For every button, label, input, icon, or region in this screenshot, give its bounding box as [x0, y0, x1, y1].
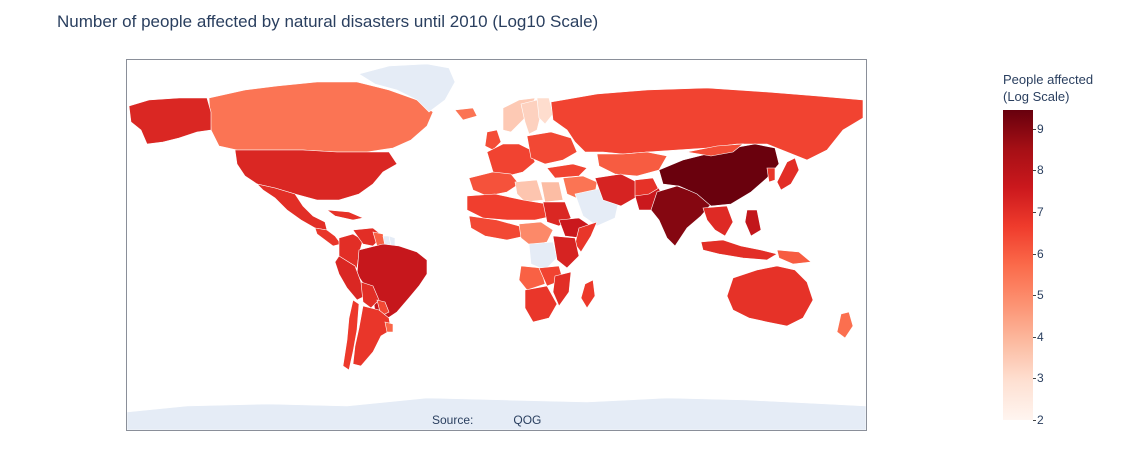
colorbar-tick-mark	[1033, 295, 1036, 297]
choropleth-map[interactable]	[126, 59, 867, 431]
region-eastern-europe[interactable]	[526, 131, 578, 165]
region-chile[interactable]	[342, 299, 360, 371]
region-sahel[interactable]	[466, 193, 554, 221]
region-philippines[interactable]	[744, 209, 762, 237]
region-angola[interactable]	[518, 265, 546, 291]
region-united-kingdom[interactable]	[484, 129, 502, 151]
region-east-africa[interactable]	[552, 235, 580, 269]
colorbar-tick-mark	[1033, 211, 1036, 213]
region-peru[interactable]	[334, 255, 366, 301]
colorbar-tick-label: 3	[1037, 371, 1044, 386]
chart-title: Number of people affected by natural dis…	[57, 12, 599, 31]
colorbar-title-line1: People affected	[1003, 72, 1094, 87]
region-uruguay[interactable]	[384, 321, 394, 333]
colorbar-gradient	[1003, 110, 1033, 420]
region-bolivia[interactable]	[360, 281, 380, 309]
region-indonesia[interactable]	[700, 239, 778, 261]
region-australia[interactable]	[726, 265, 814, 327]
colorbar-tick-label: 2	[1037, 413, 1044, 427]
region-korea[interactable]	[766, 167, 776, 183]
region-russia[interactable]	[550, 87, 864, 161]
world-map-svg[interactable]	[127, 60, 866, 430]
region-iran[interactable]	[594, 173, 638, 207]
source-annotation: Source: QOG	[432, 413, 541, 427]
region-madagascar[interactable]	[580, 279, 596, 309]
region-central-africa[interactable]	[518, 221, 554, 247]
region-west-africa[interactable]	[468, 215, 526, 241]
colorbar-tick-label: 8	[1037, 163, 1044, 178]
colorbar-tick-label: 6	[1037, 246, 1044, 261]
colorbar-tick-label: 9	[1037, 121, 1044, 136]
region-antarctica[interactable]	[127, 397, 866, 430]
colorbar-tick-mark	[1033, 128, 1036, 130]
region-iceland[interactable]	[454, 107, 478, 121]
region-turkey[interactable]	[546, 163, 588, 179]
region-libya[interactable]	[514, 179, 544, 203]
region-kazakhstan[interactable]	[596, 151, 668, 177]
region-greenland[interactable]	[358, 63, 456, 113]
colorbar-tick-mark	[1033, 170, 1036, 172]
colorbar-tick-mark	[1033, 420, 1036, 421]
region-argentina[interactable]	[352, 305, 392, 367]
region-papua-new-guinea[interactable]	[776, 249, 812, 265]
colorbar-tick-label: 5	[1037, 288, 1044, 303]
region-western-europe[interactable]	[486, 143, 536, 177]
region-mozambique[interactable]	[552, 271, 572, 307]
region-united-states[interactable]	[234, 149, 398, 201]
region-northwest-africa[interactable]	[468, 171, 520, 197]
region-cuba[interactable]	[325, 209, 365, 221]
regions-layer	[127, 63, 866, 430]
region-new-zealand[interactable]	[836, 311, 854, 339]
colorbar-tick-mark	[1033, 378, 1036, 380]
region-alaska-united-states[interactable]	[128, 97, 212, 145]
colorbar-tick-label: 4	[1037, 329, 1044, 344]
colorbar-title-line2: (Log Scale)	[1003, 89, 1070, 104]
colorbar-tick-mark	[1033, 253, 1036, 255]
region-central-america[interactable]	[314, 227, 342, 247]
region-japan[interactable]	[776, 157, 800, 191]
region-egypt[interactable]	[540, 181, 564, 203]
region-mongolia[interactable]	[686, 143, 744, 157]
region-congo-basin[interactable]	[528, 241, 558, 271]
source-value: QOG	[513, 413, 542, 427]
source-label: Source:	[432, 413, 474, 427]
region-southern-africa[interactable]	[524, 285, 558, 323]
region-canada[interactable]	[208, 81, 434, 153]
region-finland[interactable]	[536, 97, 554, 125]
colorbar-tick-label: 7	[1037, 204, 1044, 219]
region-southeast-asia[interactable]	[702, 205, 734, 237]
colorbar-tick-mark	[1033, 336, 1036, 338]
colorbar-title: People affected (Log Scale)	[1003, 71, 1128, 105]
